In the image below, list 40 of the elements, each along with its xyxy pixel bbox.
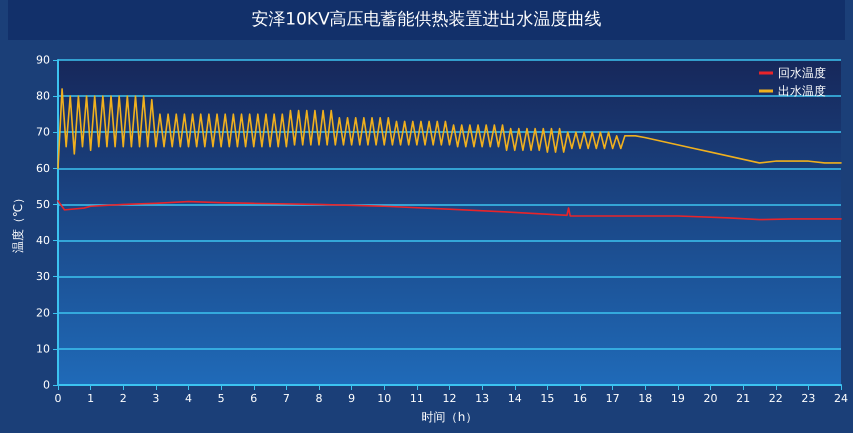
y-axis-title: 温度（℃） <box>11 192 25 254</box>
x-tick-label: 19 <box>670 392 685 405</box>
y-tick-label: 20 <box>36 306 50 320</box>
x-tick-label: 21 <box>736 392 750 405</box>
y-tick-label: 40 <box>36 234 50 248</box>
y-tick-label: 60 <box>36 162 50 175</box>
x-tick-label: 14 <box>508 392 522 405</box>
x-tick-label: 9 <box>348 392 356 405</box>
y-tick-label: 90 <box>36 54 50 66</box>
x-tick-label: 16 <box>573 392 587 405</box>
x-tick-label: 1 <box>87 392 94 405</box>
x-tick-label: 12 <box>442 392 456 405</box>
chart-title: 安泽10KV高压电蓄能供热装置进出水温度曲线 <box>251 10 602 30</box>
x-tick-label: 13 <box>475 392 490 405</box>
y-tick-label: 30 <box>36 270 50 284</box>
x-tick-label: 3 <box>152 392 160 405</box>
x-tick-label: 7 <box>282 392 290 405</box>
x-tick-label: 24 <box>834 392 848 405</box>
x-axis-title: 时间（h） <box>422 410 478 424</box>
y-tick-label: 0 <box>43 378 50 392</box>
x-tick-label: 4 <box>185 392 192 405</box>
x-tick-label: 17 <box>606 392 620 405</box>
y-tick-label: 70 <box>36 126 50 139</box>
x-tick-label: 20 <box>704 392 718 405</box>
x-tick-label: 6 <box>250 392 258 405</box>
x-tick-label: 2 <box>120 392 127 405</box>
x-tick-label: 11 <box>410 392 424 405</box>
legend-label: 出水温度 <box>778 84 826 98</box>
x-tick-label: 23 <box>801 392 816 405</box>
y-tick-label: 50 <box>36 198 50 211</box>
y-tick-label: 10 <box>36 342 50 356</box>
x-tick-label: 8 <box>316 392 322 405</box>
x-tick-label: 15 <box>540 392 554 405</box>
x-tick-label: 0 <box>54 392 62 405</box>
x-tick-label: 18 <box>638 392 652 405</box>
x-tick-label: 22 <box>768 392 783 405</box>
y-tick-label: 80 <box>36 90 50 103</box>
legend-label: 回水温度 <box>778 66 826 80</box>
x-tick-label: 5 <box>218 392 225 405</box>
x-tick-label: 10 <box>377 392 392 405</box>
